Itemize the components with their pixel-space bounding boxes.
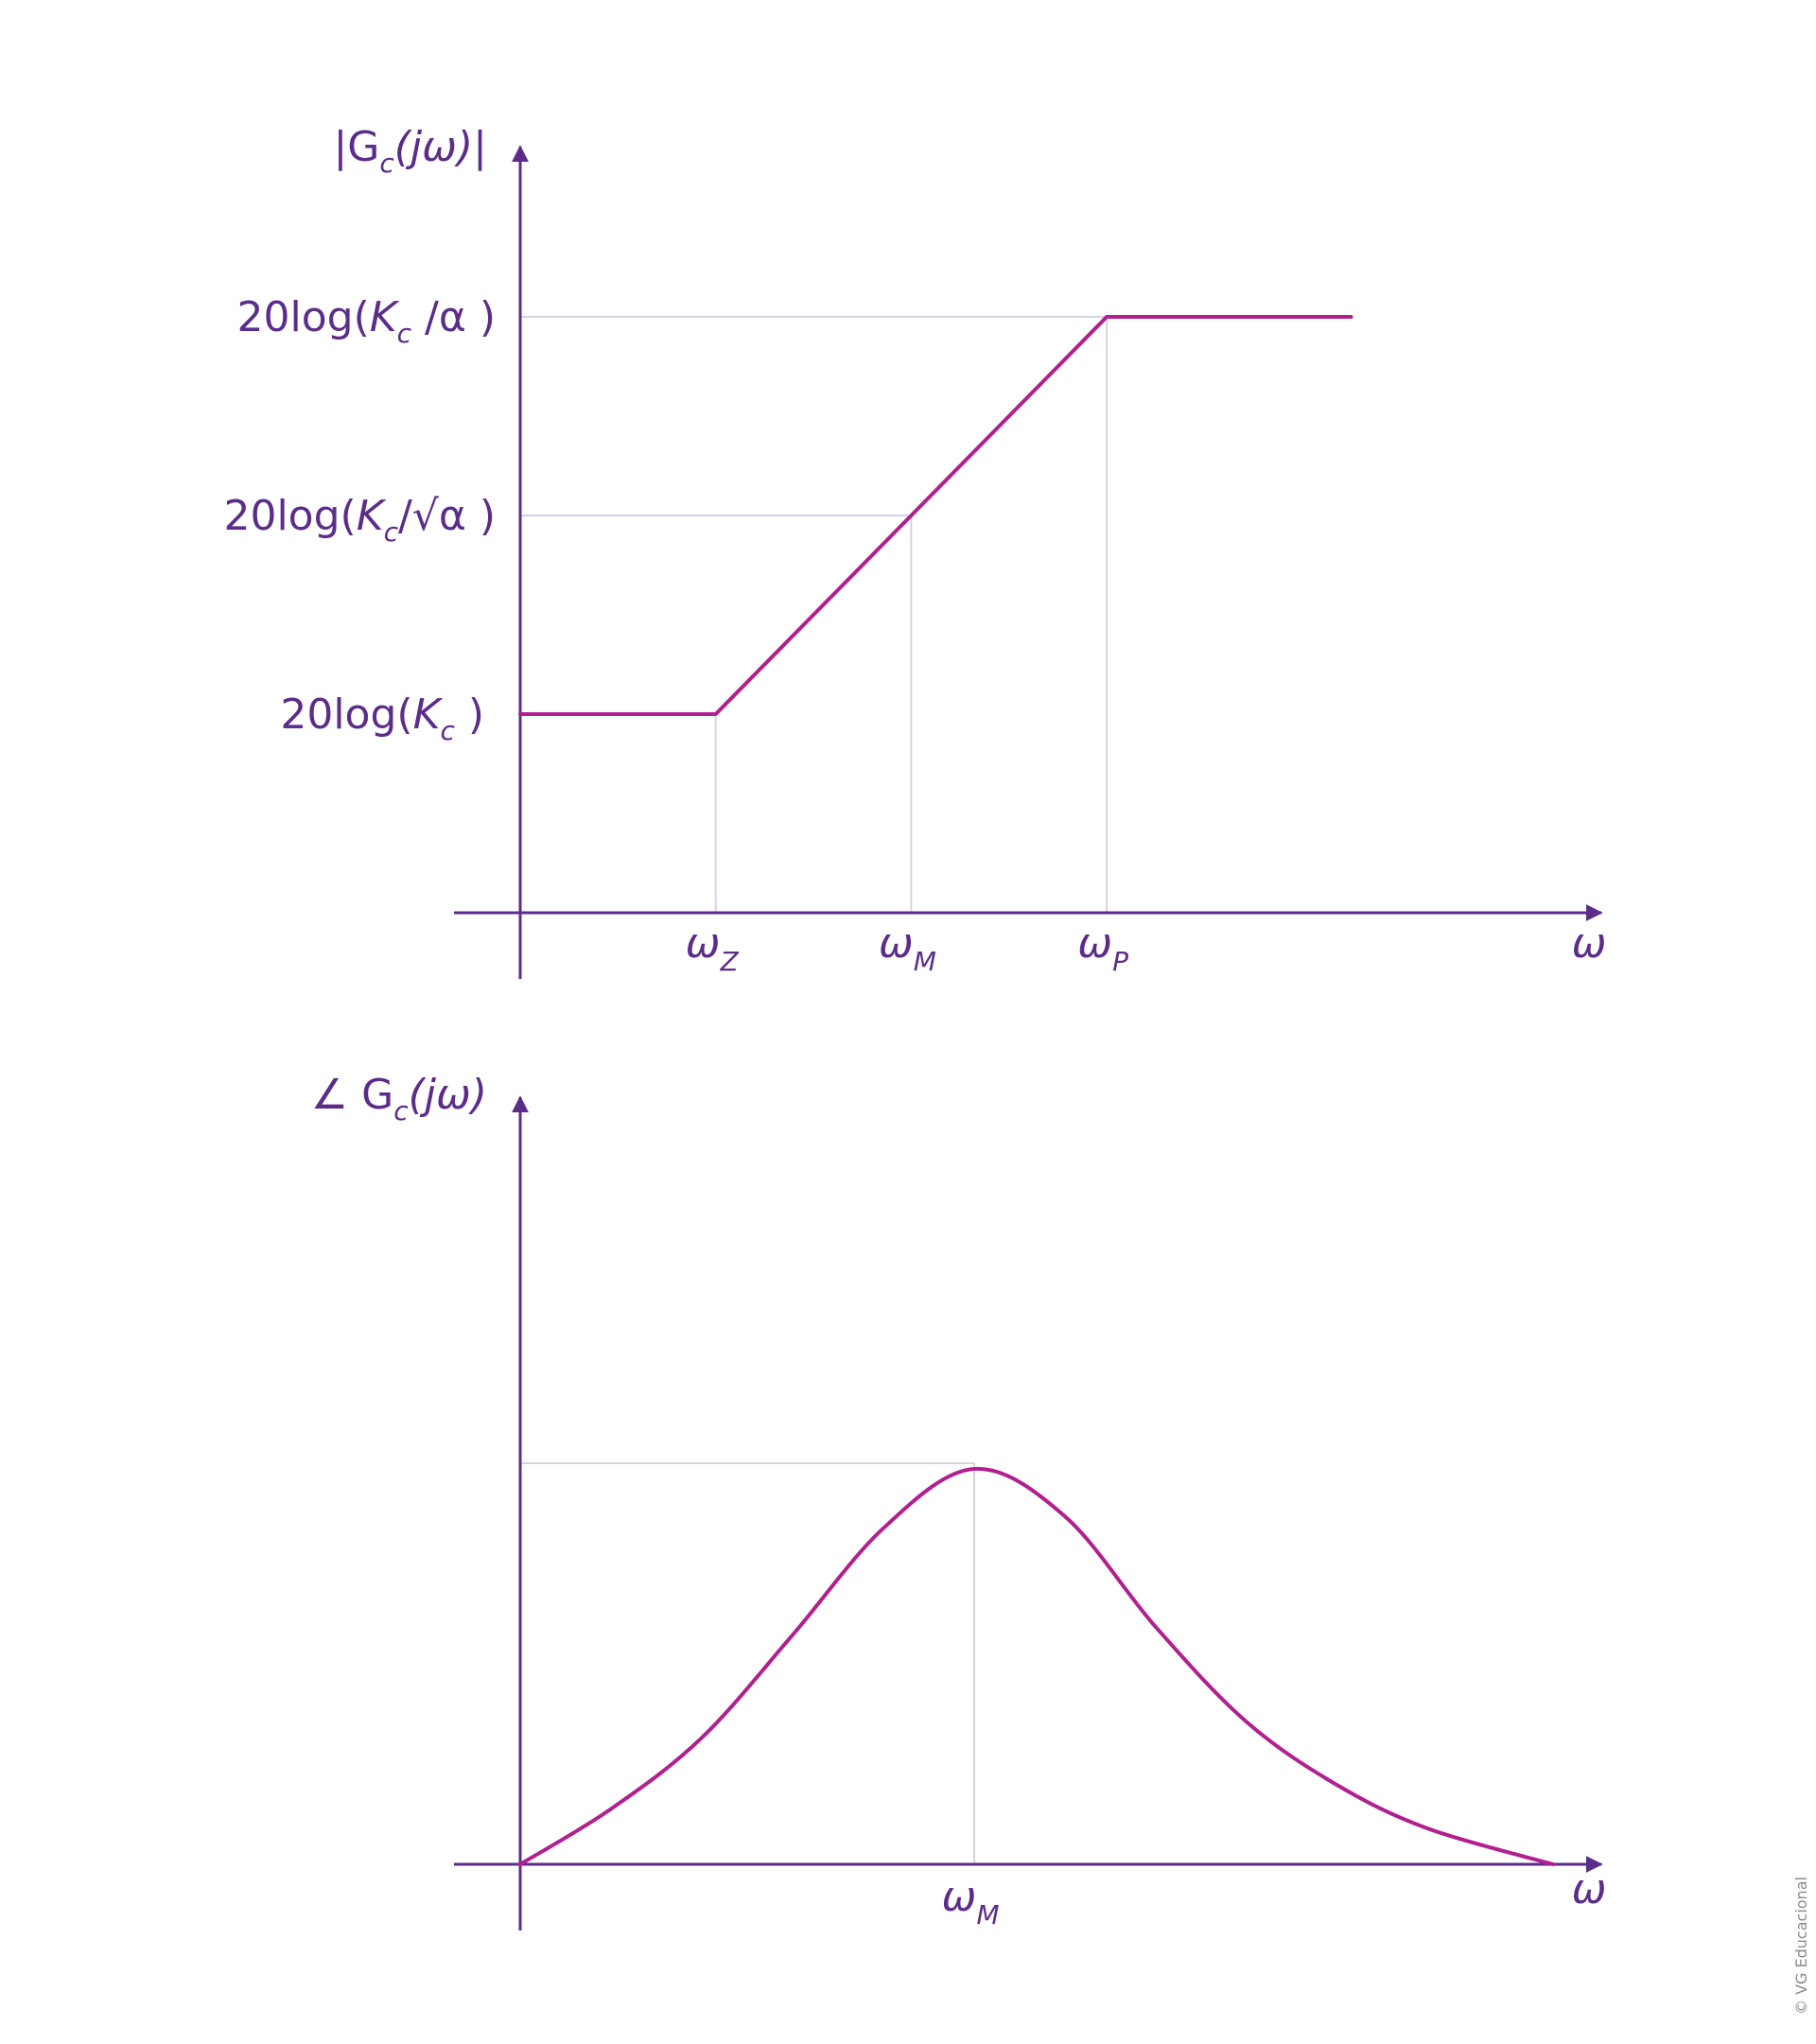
magnitude-ytick-label: 20log(Kc /α ) <box>237 293 496 349</box>
magnitude-plot: |Gc(jω)| 20log(Kc ) 20log(Kc/√α ) 20log(… <box>223 123 1606 979</box>
magnitude-xlabel: ω <box>1572 919 1607 968</box>
copyright-credit: © VG Educacional <box>1792 1877 1810 2015</box>
magnitude-ytick-label: 20log(Kc/√α ) <box>223 492 496 548</box>
phase-plot: ∠ Gc(jω) ωM ω <box>311 1071 1607 1930</box>
magnitude-curve <box>518 315 1353 716</box>
magnitude-xtick-label: ωM <box>879 919 936 977</box>
phase-curve <box>518 1466 1555 1866</box>
magnitude-guides <box>520 316 1109 913</box>
phase-xtick-label: ωM <box>941 1873 999 1930</box>
phase-guides <box>520 1462 975 1864</box>
magnitude-ytick-label: 20log(Kc ) <box>280 690 484 746</box>
magnitude-xtick-label: ωZ <box>686 919 740 977</box>
magnitude-ylabel: |Gc(jω)| <box>333 123 487 179</box>
magnitude-xtick-label: ωP <box>1077 919 1128 977</box>
phase-xlabel: ω <box>1572 1865 1607 1913</box>
phase-ylabel: ∠ Gc(jω) <box>311 1071 487 1127</box>
